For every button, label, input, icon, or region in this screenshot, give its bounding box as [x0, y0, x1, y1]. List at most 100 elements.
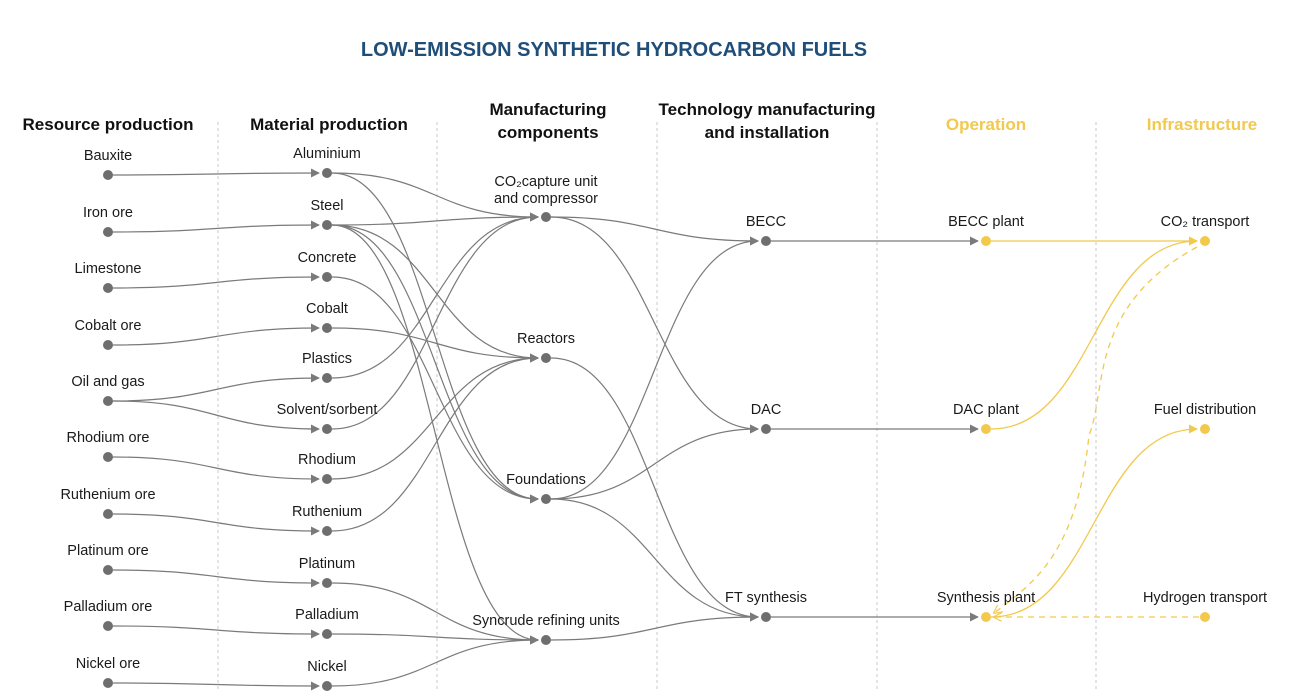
node-label: CO₂ transport [1161, 214, 1250, 230]
nodes: Bauxite Iron ore Limestone Cobalt ore Oil an… [60, 146, 1267, 691]
node-dot [1200, 424, 1210, 434]
edge-steel-to-syncrude [331, 224, 539, 645]
node-label: Nickel ore [76, 656, 140, 672]
edge-oilgas-to-solvent [112, 400, 320, 434]
node-aluminium: Aluminium [293, 146, 361, 178]
node-limestone: Limestone [75, 261, 141, 293]
column-header-operation: Operation [946, 115, 1026, 134]
node-concrete: Concrete [298, 250, 357, 282]
node-dot [541, 635, 551, 645]
node-palladiumore: Palladium ore [64, 599, 153, 631]
node-steel: Steel [310, 198, 344, 230]
node-dot [103, 621, 113, 631]
node-label: Solvent/sorbent [277, 402, 378, 418]
node-dot [103, 340, 113, 350]
node-dot [541, 494, 551, 504]
edge-foundations-to-ftsynthesis [550, 498, 759, 622]
edge-cobaltore-to-cobalt [112, 323, 320, 346]
node-dot [103, 452, 113, 462]
node-label: Ruthenium ore [60, 487, 155, 503]
column-header-technology: and installation [705, 123, 830, 142]
edge-limestone-to-concrete [112, 272, 320, 289]
edge-oilgas-to-plastics [112, 373, 320, 402]
node-dot [322, 629, 332, 639]
node-nickelore: Nickel ore [76, 656, 140, 688]
node-label: Bauxite [84, 148, 132, 164]
node-label: CO₂capture unit [494, 174, 597, 190]
edge-steel-to-foundations [331, 224, 539, 504]
edge-platinum-to-syncrude [331, 582, 539, 645]
node-dot [761, 236, 771, 246]
node-dot [761, 424, 771, 434]
node-label: BECC [746, 214, 786, 230]
node-label: FT synthesis [725, 590, 807, 606]
node-dot [541, 212, 551, 222]
node-synthesisplant: Synthesis plant [937, 590, 1035, 622]
edge-rhodium-to-reactors [331, 353, 539, 480]
node-dac: DAC [751, 402, 782, 434]
node-label: and compressor [494, 191, 598, 207]
column-header-components: components [497, 123, 598, 142]
column-header-resource: Resource production [23, 115, 194, 134]
node-label: Rhodium ore [66, 430, 149, 446]
edge-rhodiumore-to-rhodium [112, 456, 320, 484]
node-dot [1200, 612, 1210, 622]
node-dot [103, 678, 113, 688]
node-label: DAC [751, 402, 782, 418]
node-palladium: Palladium [295, 607, 359, 639]
node-bauxite: Bauxite [84, 148, 132, 180]
node-nickel: Nickel [307, 659, 347, 691]
node-label: Cobalt ore [75, 318, 142, 334]
edge-concrete-to-foundations [331, 276, 539, 504]
node-dot [322, 681, 332, 691]
node-label: Nickel [307, 659, 346, 675]
node-platinum: Platinum [299, 556, 355, 588]
node-ironore: Iron ore [83, 205, 133, 237]
node-label: Palladium ore [64, 599, 153, 615]
edge-dacplant-to-co2transport [990, 236, 1198, 430]
node-label: Palladium [295, 607, 359, 623]
edges [112, 168, 1199, 691]
node-label: Steel [310, 198, 343, 214]
node-label: Syncrude refining units [472, 613, 620, 629]
column-header-infrastructure: Infrastructure [1147, 115, 1258, 134]
node-dot [1200, 236, 1210, 246]
node-syncrude: Syncrude refining units [472, 613, 620, 645]
diagram-title: LOW-EMISSION SYNTHETIC HYDROCARBON FUELS [361, 39, 867, 61]
node-dot [103, 170, 113, 180]
node-label: Foundations [506, 472, 586, 488]
node-label: Reactors [517, 331, 575, 347]
node-label: BECC plant [948, 214, 1024, 230]
node-dot [103, 227, 113, 237]
edge-synthesisplant-to-fueldistribution [990, 424, 1198, 618]
node-label: Iron ore [83, 205, 133, 221]
edge-ironore-to-steel [112, 220, 320, 233]
node-label: Aluminium [293, 146, 361, 162]
edge-nickelore-to-nickel [112, 681, 320, 691]
edge-nickel-to-syncrude [331, 635, 539, 687]
node-dot [103, 396, 113, 406]
node-platinumore: Platinum ore [67, 543, 149, 575]
node-dot [322, 168, 332, 178]
node-label: DAC plant [953, 402, 1019, 418]
node-dot [103, 565, 113, 575]
edge-palladium-to-syncrude [331, 633, 539, 645]
column-header-technology: Technology manufacturing [659, 100, 876, 119]
node-dot [322, 424, 332, 434]
node-dot [981, 612, 991, 622]
node-hydrogentransport: Hydrogen transport [1143, 590, 1267, 622]
node-label: Concrete [298, 250, 357, 266]
node-dot [322, 526, 332, 536]
node-dot [981, 424, 991, 434]
node-label: Platinum [299, 556, 355, 572]
node-foundations: Foundations [506, 472, 586, 504]
node-solvent: Solvent/sorbent [277, 402, 378, 434]
node-plastics: Plastics [302, 351, 352, 383]
node-label: Fuel distribution [1154, 402, 1256, 418]
edge-reactors-to-ftsynthesis [550, 357, 759, 622]
edge-aluminium-to-co2capture [331, 172, 539, 222]
node-dot [322, 578, 332, 588]
node-cobalt: Cobalt [306, 301, 348, 333]
